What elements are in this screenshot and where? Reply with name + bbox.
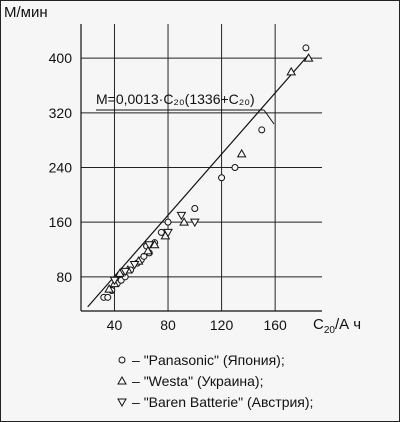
y-tick-label: 240: [49, 160, 73, 176]
data-point-triangle-down: [120, 267, 131, 277]
data-point-triangle-up: [104, 284, 114, 293]
legend-entry-baren: – "Baren Batterie" (Австрия);: [116, 391, 313, 412]
data-point-triangle-up: [286, 66, 297, 76]
legend-dash: –: [132, 372, 140, 389]
x-axis-label-unit: /А ч: [334, 316, 362, 333]
data-point-triangle-down: [109, 276, 120, 286]
data-point-triangle-down: [163, 228, 173, 238]
y-tick-label: 80: [56, 269, 72, 285]
y-tick-label: 400: [49, 50, 73, 66]
data-point-circle: [302, 44, 310, 52]
data-point-triangle-up: [179, 217, 189, 226]
data-point-triangle-down: [189, 218, 200, 228]
x-axis-label-main: C: [313, 316, 324, 333]
data-point-triangle-up: [149, 239, 160, 249]
legend-label-panasonic: "Panasonic" (Япония);: [143, 351, 285, 368]
x-tick-label: 80: [160, 317, 176, 333]
circle-marker-icon: [118, 356, 126, 363]
triangle-down-marker-icon: [117, 398, 127, 407]
equation-label: M=0,0013·C₂₀(1336+C₂₀): [96, 91, 255, 107]
data-point-circle: [218, 174, 226, 182]
data-point-triangle-up: [236, 148, 247, 158]
data-point-circle: [164, 218, 172, 226]
x-tick-label: 120: [210, 317, 234, 333]
fit-line: [87, 54, 310, 308]
x-tick-label: 160: [263, 317, 287, 333]
y-tick-label: 320: [49, 105, 73, 121]
legend-dash: –: [132, 393, 140, 410]
legend-label-baren: "Baren Batterie" (Австрия);: [143, 393, 314, 410]
legend-dash: –: [132, 351, 140, 368]
data-point-circle: [104, 293, 112, 301]
data-point-circle: [191, 205, 199, 212]
data-point-triangle-down: [129, 261, 140, 270]
data-point-triangle-up: [303, 53, 314, 62]
legend-entry-panasonic: – "Panasonic" (Япония);: [116, 349, 313, 370]
legend-entry-westa: – "Westa" (Украина);: [116, 370, 313, 391]
x-axis-label-sub: 20: [323, 325, 335, 336]
triangle-up-marker-icon: [117, 375, 127, 384]
data-point-triangle-down: [144, 241, 155, 250]
data-point-circle: [231, 164, 239, 171]
y-tick-label: 160: [49, 214, 73, 230]
data-point-circle: [258, 126, 266, 134]
data-point-circle: [157, 228, 165, 236]
y-axis-label: М/мин: [4, 4, 48, 21]
data-point-triangle-up: [114, 268, 125, 277]
data-point-triangle-down: [176, 211, 187, 221]
equation-leader: [263, 109, 275, 125]
data-point-triangle-up: [143, 245, 153, 255]
legend: – "Panasonic" (Япония); – "Westa" (Украи…: [116, 349, 313, 412]
x-axis-label: C20/А ч: [313, 316, 361, 336]
x-tick-label: 40: [107, 317, 123, 333]
legend-label-westa: "Westa" (Украина);: [143, 372, 264, 389]
